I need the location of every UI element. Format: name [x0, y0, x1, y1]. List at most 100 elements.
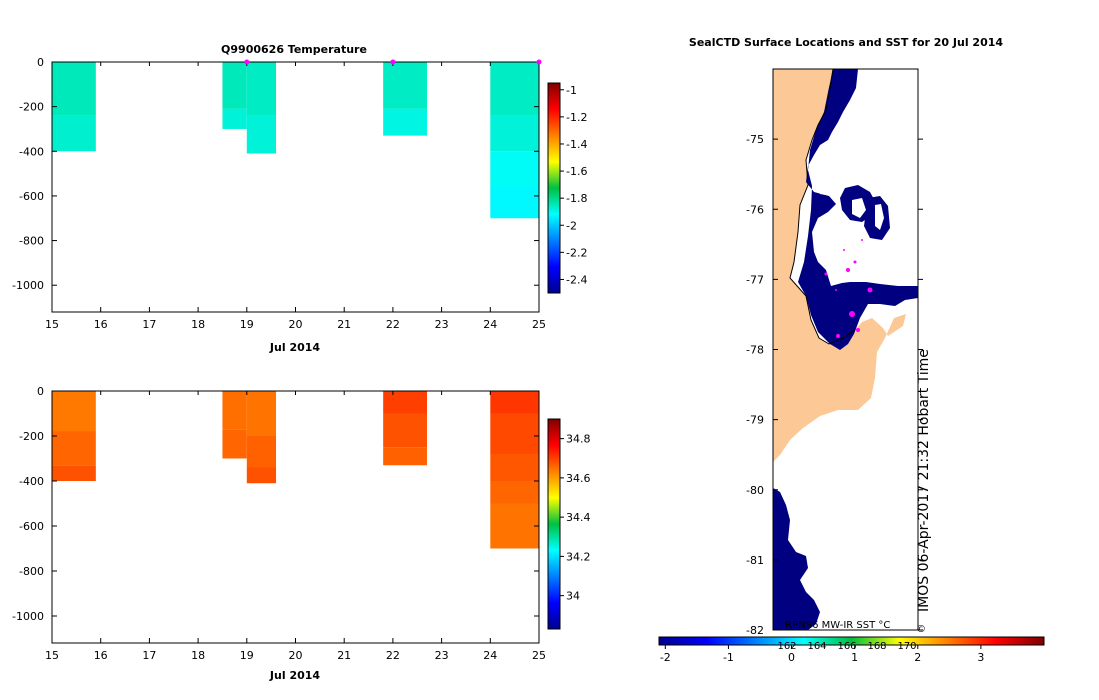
- profile-cell: [383, 391, 427, 414]
- x-tick-label: 24: [483, 649, 497, 662]
- y-tick-label: -200: [19, 430, 44, 443]
- colorbar-tick-label: -1.8: [566, 192, 587, 205]
- longitude-tick-label: 170: [897, 641, 916, 652]
- profile-cell: [52, 431, 96, 466]
- profile-cell: [490, 454, 539, 481]
- surface-location-marker: [824, 272, 828, 276]
- lat-tick-label: -82: [746, 624, 764, 637]
- sst-map-panel: SealCTD Surface Locations and SST for 20…: [658, 36, 1045, 664]
- colorbar-tick-label: -2.4: [566, 273, 587, 286]
- map-title: SealCTD Surface Locations and SST for 20…: [689, 36, 1003, 49]
- coastal-water-south: [773, 488, 820, 630]
- longitude-tick-label: 164: [807, 641, 826, 652]
- profile-cell: [222, 391, 247, 430]
- x-tick-label: 21: [337, 318, 351, 331]
- colorbar-tick-label: 34.6: [566, 472, 591, 485]
- sst-tick-label: 0: [788, 651, 795, 664]
- sst-tick-label: -2: [660, 651, 671, 664]
- map-latitude-axis: -75 -76 -77 -78 -79 -80 -81 -82: [746, 133, 923, 637]
- profile-cell: [222, 429, 247, 459]
- y-tick-label: -400: [19, 145, 44, 158]
- ice-patches: [816, 176, 884, 230]
- colorbar-tick-label: 34.2: [566, 550, 591, 563]
- sst-tick-label: -1: [723, 651, 734, 664]
- profile-cell: [246, 391, 277, 436]
- surface-location-marker: [843, 249, 845, 251]
- profile-cell: [52, 115, 96, 152]
- coastal-water-north: [798, 69, 918, 350]
- profile-cell: [490, 391, 539, 414]
- x-tick-label: 22: [386, 318, 400, 331]
- salinity-colorbar-ticks: 34.8 34.6 34.4 34.2 34: [560, 433, 591, 603]
- colorbar-tick-label: -2: [566, 219, 577, 232]
- temperature-title: Q9900626 Temperature: [221, 43, 367, 56]
- sst-tick-label: 1: [851, 651, 858, 664]
- profile-cell: [246, 436, 277, 468]
- x-tick-label: 21: [337, 649, 351, 662]
- y-tick-label: 0: [37, 56, 44, 69]
- salinity-xlabel: Jul 2014: [269, 669, 320, 682]
- colorbar-tick-label: -1: [566, 84, 577, 97]
- lat-tick-label: -81: [746, 554, 764, 567]
- lat-tick-label: -75: [746, 133, 764, 146]
- salinity-panel: 15 16 17 18 19 20 21 22 23 24 25 0 -200 -400 -600 -800 -…: [12, 385, 590, 682]
- map-colorbar: [658, 636, 1045, 646]
- lat-tick-label: -77: [746, 273, 764, 286]
- ice-patch-bay: [852, 198, 866, 218]
- profile-cell: [246, 467, 277, 484]
- temperature-surface-markers: [244, 59, 542, 65]
- profile-cell: [490, 481, 539, 504]
- longitude-tick-label: 162: [777, 641, 796, 652]
- profile-cell: [246, 115, 277, 154]
- colorbar-tick-label: -2.2: [566, 246, 587, 259]
- sst-tick-label: 2: [914, 651, 921, 664]
- timestamp-stamp: IMOS 06-Apr-2017 21:32 Hobart Time: [916, 349, 932, 612]
- surface-location-marker: [853, 260, 857, 264]
- y-tick-label: -800: [19, 565, 44, 578]
- x-tick-label: 23: [435, 318, 449, 331]
- salinity-axes-frame: [51, 390, 540, 644]
- profile-cell: [490, 151, 539, 187]
- x-tick-label: 17: [142, 649, 156, 662]
- x-tick-label: 24: [483, 318, 497, 331]
- lat-tick-label: -76: [746, 203, 764, 216]
- map-colorbar-label: RENS6 MW-IR SST °C: [785, 620, 890, 631]
- lat-tick-label: -79: [746, 414, 764, 427]
- x-tick-label: 25: [532, 318, 546, 331]
- profile-cell: [52, 465, 96, 481]
- temperature-axes: 15 16 17 18 19 20 21 22 23 24 25 0 -200 -400 -600 -800 -…: [12, 56, 546, 331]
- temperature-profiles: [52, 62, 539, 219]
- lat-tick-label: -78: [746, 344, 764, 357]
- profile-cell: [383, 108, 427, 136]
- lat-tick-label: -80: [746, 484, 764, 497]
- x-tick-label: 18: [191, 318, 205, 331]
- y-tick-label: 0: [37, 385, 44, 398]
- x-tick-label: 19: [240, 649, 254, 662]
- sst-tick-label: 3: [977, 651, 984, 664]
- colorbar-tick-label: -1.6: [566, 165, 587, 178]
- map-colorbar-ticks: -2 -1 0 1 2 3 162 164 166 168 170: [660, 641, 985, 664]
- profile-cell: [490, 62, 539, 116]
- profile-cell: [490, 413, 539, 454]
- ice-patch-north: [816, 176, 838, 196]
- surface-location-marker: [836, 334, 840, 338]
- copyright-mark: ©: [916, 624, 926, 635]
- temperature-colorbar: [547, 82, 561, 294]
- profile-cell: [490, 115, 539, 152]
- profile-cell: [383, 447, 427, 466]
- colorbar-tick-label: 34: [566, 590, 580, 603]
- x-tick-label: 23: [435, 649, 449, 662]
- longitude-tick-label: 166: [837, 641, 856, 652]
- profile-cell: [383, 62, 427, 109]
- surface-marker: [536, 59, 542, 65]
- temperature-colorbar-ticks: -1 -1.2 -1.4 -1.6 -1.8 -2 -2.2 -2.4: [560, 84, 587, 286]
- x-tick-label: 22: [386, 649, 400, 662]
- salinity-colorbar: [547, 418, 561, 630]
- x-tick-label: 18: [191, 649, 205, 662]
- x-tick-label: 16: [94, 649, 108, 662]
- x-tick-label: 15: [45, 649, 59, 662]
- y-tick-label: -1000: [12, 279, 44, 292]
- profile-cell: [490, 187, 539, 219]
- surface-location-marker: [849, 311, 855, 317]
